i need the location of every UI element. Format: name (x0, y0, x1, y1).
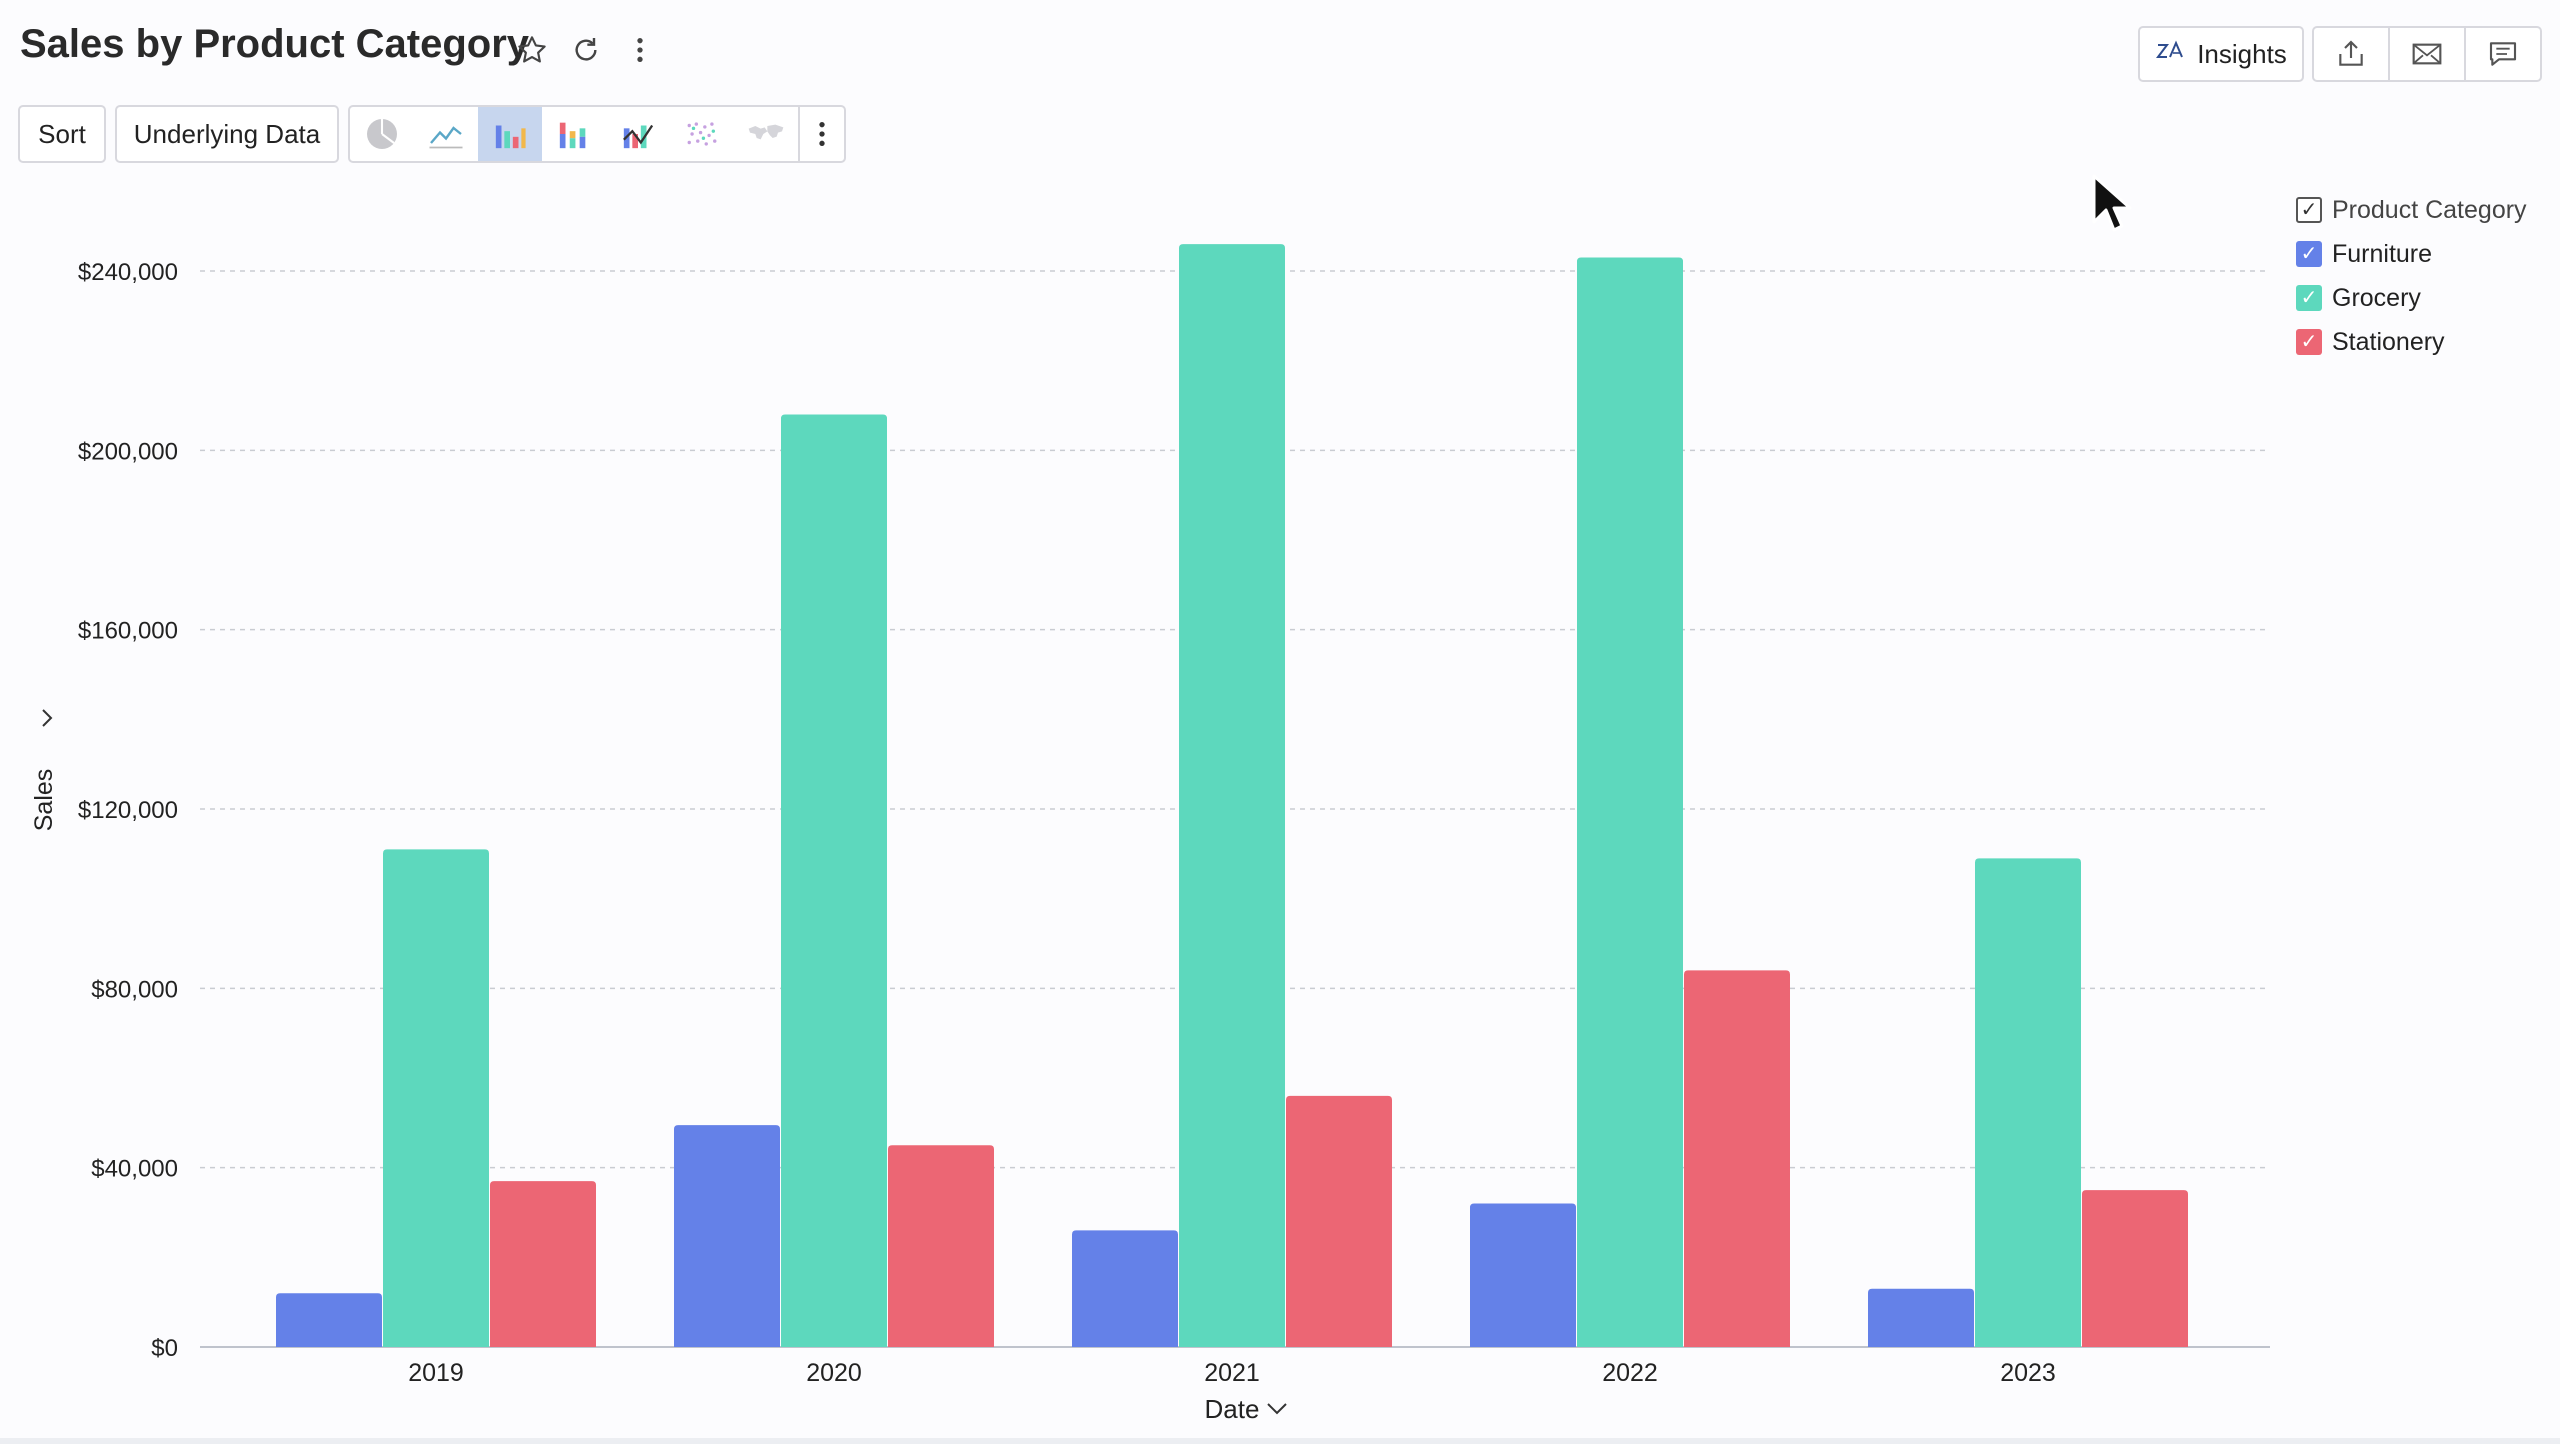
y-tick-label: $40,000 (91, 1156, 178, 1183)
y-axis-expand-icon[interactable] (42, 709, 53, 727)
bar-stationery-2023[interactable] (2082, 1190, 2188, 1347)
bar-grocery-2021[interactable] (1179, 244, 1285, 1348)
share-icon[interactable] (2314, 28, 2388, 80)
right-toolbar: Insights (2138, 26, 2542, 82)
mouse-cursor-icon (2092, 174, 2132, 232)
page-title: Sales by Product Category (20, 22, 530, 66)
y-tick-label: $240,000 (78, 259, 178, 286)
comment-icon[interactable] (2464, 28, 2540, 80)
x-tick-label: 2023 (2000, 1359, 2056, 1387)
bar-grocery-2022[interactable] (1577, 257, 1683, 1347)
checkbox-checked-icon[interactable]: ✓ (2296, 329, 2322, 355)
bar-furniture-2022[interactable] (1470, 1203, 1576, 1347)
y-tick-label: $0 (151, 1335, 178, 1362)
star-icon[interactable] (512, 28, 552, 72)
y-tick-label: $200,000 (78, 438, 178, 465)
more-vertical-icon[interactable] (620, 28, 660, 72)
bar-chart-icon[interactable] (478, 107, 542, 161)
scatter-chart-icon[interactable] (670, 107, 734, 161)
bottom-divider (0, 1438, 2560, 1444)
bar-stationery-2022[interactable] (1684, 970, 1790, 1347)
legend: ✓ Product Category ✓ Furniture ✓ Grocery… (2296, 188, 2527, 364)
map-chart-icon[interactable] (734, 107, 798, 161)
checkbox-icon[interactable]: ✓ (2296, 197, 2322, 223)
legend-item-furniture[interactable]: ✓ Furniture (2296, 232, 2527, 276)
bar-furniture-2023[interactable] (1868, 1288, 1974, 1347)
y-tick-label: $160,000 (78, 618, 178, 645)
chart-type-toolbar (348, 105, 846, 163)
bar-furniture-2021[interactable] (1072, 1230, 1178, 1347)
legend-title[interactable]: ✓ Product Category (2296, 188, 2527, 232)
insights-button[interactable]: Insights (2138, 26, 2304, 82)
x-tick-label: 2022 (1602, 1359, 1658, 1387)
stacked-bar-icon[interactable] (542, 107, 606, 161)
pie-chart-icon[interactable] (350, 107, 414, 161)
x-tick-label: 2021 (1204, 1359, 1260, 1387)
combo-chart-icon[interactable] (606, 107, 670, 161)
bar-stationery-2019[interactable] (490, 1181, 596, 1347)
bar-grocery-2020[interactable] (781, 414, 887, 1347)
insights-label: Insights (2197, 38, 2287, 69)
x-tick-label: 2020 (806, 1359, 862, 1387)
y-tick-label: $120,000 (78, 797, 178, 824)
sort-button[interactable]: Sort (18, 105, 106, 163)
bar-furniture-2019[interactable] (276, 1293, 382, 1347)
email-icon[interactable] (2388, 28, 2464, 80)
title-actions (512, 28, 660, 72)
x-axis-chevron-down-icon[interactable] (1267, 1403, 1287, 1415)
x-tick-label: 2019 (408, 1359, 464, 1387)
bar-stationery-2021[interactable] (1286, 1095, 1392, 1347)
share-action-group (2312, 26, 2542, 82)
line-chart-icon[interactable] (414, 107, 478, 161)
chart-more-icon[interactable] (798, 107, 844, 161)
y-axis-label[interactable]: Sales (30, 769, 58, 832)
checkbox-checked-icon[interactable]: ✓ (2296, 241, 2322, 267)
x-axis-label[interactable]: Date (1205, 1394, 1260, 1424)
legend-item-grocery[interactable]: ✓ Grocery (2296, 276, 2527, 320)
bar-grocery-2023[interactable] (1975, 858, 2081, 1347)
checkbox-checked-icon[interactable]: ✓ (2296, 285, 2322, 311)
bar-furniture-2020[interactable] (674, 1125, 780, 1347)
insights-logo-icon (2155, 39, 2191, 70)
bar-grocery-2019[interactable] (383, 849, 489, 1347)
y-tick-label: $80,000 (91, 976, 178, 1003)
legend-item-stationery[interactable]: ✓ Stationery (2296, 320, 2527, 364)
underlying-data-button[interactable]: Underlying Data (115, 105, 339, 163)
refresh-icon[interactable] (566, 28, 606, 72)
bar-stationery-2020[interactable] (888, 1145, 994, 1347)
